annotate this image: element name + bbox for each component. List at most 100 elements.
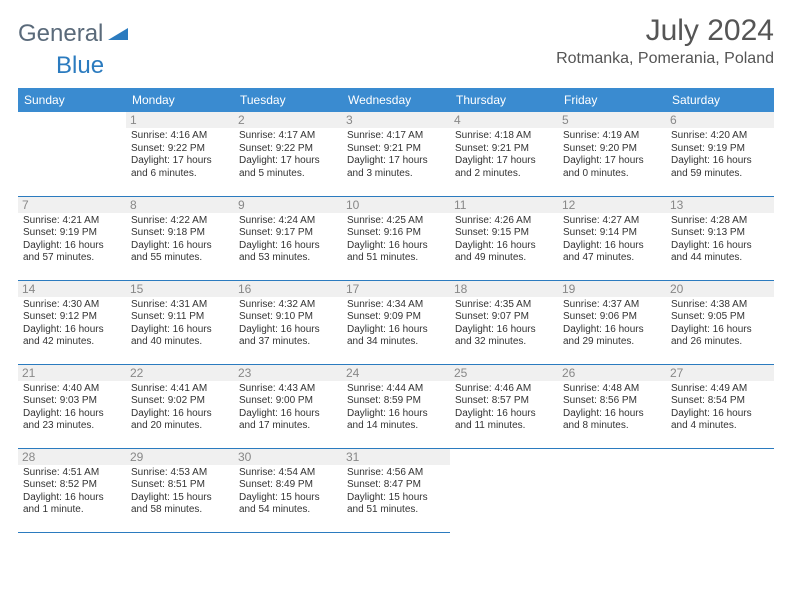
- calendar-cell: 5 Sunrise: 4:19 AMSunset: 9:20 PMDaylight…: [558, 112, 666, 196]
- day-details: Sunrise: 4:48 AMSunset: 8:56 PMDaylight:…: [563, 383, 661, 433]
- calendar-cell: 18Sunrise: 4:35 AMSunset: 9:07 PMDayligh…: [450, 280, 558, 364]
- calendar-cell: 22 Sunrise: 4:41 AMSunset: 9:02 PMDayligh…: [126, 364, 234, 448]
- day-number: 5: [558, 112, 666, 128]
- calendar-cell: 26 Sunrise: 4:48 AMSunset: 8:56 PMDayligh…: [558, 364, 666, 448]
- day-details: Sunrise: 4:38 AMSunset: 9:05 PMDaylight:…: [671, 299, 769, 349]
- month-title: July 2024: [556, 14, 774, 48]
- day-details: Sunrise: 4:28 AMSunset: 9:13 PMDaylight:…: [671, 215, 769, 265]
- calendar-cell: 14 Sunrise: 4:30 AMSunset: 9:12 PMDayligh…: [18, 280, 126, 364]
- day-number: 23: [234, 365, 342, 381]
- day-number: 12: [558, 197, 666, 213]
- calendar-cell: 17 Sunrise: 4:34 AMSunset: 9:09 PMDayligh…: [342, 280, 450, 364]
- day-details: Sunrise: 4:44 AMSunset: 8:59 PMDaylight:…: [347, 383, 445, 433]
- calendar-cell: 27Sunrise: 4:49 AMSunset: 8:54 PMDayligh…: [666, 364, 774, 448]
- calendar-head: SundayMondayTuesdayWednesdayThursdayFrid…: [18, 88, 774, 112]
- brand-word-blue-wrap: Blue: [56, 52, 116, 80]
- brand-word-general: General: [18, 20, 103, 48]
- day-number: 31: [342, 449, 450, 465]
- calendar-row: 7 Sunrise: 4:21 AMSunset: 9:19 PMDaylight…: [18, 196, 774, 280]
- day-number: 17: [342, 281, 450, 297]
- day-details: Sunrise: 4:24 AMSunset: 9:17 PMDaylight:…: [239, 215, 337, 265]
- day-number: 7: [18, 197, 126, 213]
- day-details: Sunrise: 4:43 AMSunset: 9:00 PMDaylight:…: [239, 383, 337, 433]
- day-details: Sunrise: 4:17 AMSunset: 9:22 PMDaylight:…: [239, 130, 337, 180]
- day-details: Sunrise: 4:27 AMSunset: 9:14 PMDaylight:…: [563, 215, 661, 265]
- calendar-cell: 2 Sunrise: 4:17 AMSunset: 9:22 PMDaylight…: [234, 112, 342, 196]
- day-details: Sunrise: 4:56 AMSunset: 8:47 PMDaylight:…: [347, 467, 445, 517]
- day-number: 15: [126, 281, 234, 297]
- calendar-cell: 23 Sunrise: 4:43 AMSunset: 9:00 PMDayligh…: [234, 364, 342, 448]
- calendar-cell: 1 Sunrise: 4:16 AMSunset: 9:22 PMDaylight…: [126, 112, 234, 196]
- calendar-cell: 31 Sunrise: 4:56 AMSunset: 8:47 PMDayligh…: [342, 448, 450, 532]
- day-number: 26: [558, 365, 666, 381]
- day-number: 10: [342, 197, 450, 213]
- calendar-body: 1 Sunrise: 4:16 AMSunset: 9:22 PMDaylight…: [18, 112, 774, 532]
- day-details: Sunrise: 4:40 AMSunset: 9:03 PMDaylight:…: [23, 383, 121, 433]
- day-details: Sunrise: 4:53 AMSunset: 8:51 PMDaylight:…: [131, 467, 229, 517]
- day-details: Sunrise: 4:17 AMSunset: 9:21 PMDaylight:…: [347, 130, 445, 180]
- brand-logo: General: [18, 14, 131, 48]
- day-details: Sunrise: 4:21 AMSunset: 9:19 PMDaylight:…: [23, 215, 121, 265]
- day-number: 25: [450, 365, 558, 381]
- day-details: Sunrise: 4:26 AMSunset: 9:15 PMDaylight:…: [455, 215, 553, 265]
- day-details: Sunrise: 4:31 AMSunset: 9:11 PMDaylight:…: [131, 299, 229, 349]
- calendar-cell: 10 Sunrise: 4:25 AMSunset: 9:16 PMDayligh…: [342, 196, 450, 280]
- day-number: 16: [234, 281, 342, 297]
- day-details: Sunrise: 4:32 AMSunset: 9:10 PMDaylight:…: [239, 299, 337, 349]
- day-number: 2: [234, 112, 342, 128]
- calendar-cell: 7 Sunrise: 4:21 AMSunset: 9:19 PMDaylight…: [18, 196, 126, 280]
- day-details: Sunrise: 4:41 AMSunset: 9:02 PMDaylight:…: [131, 383, 229, 433]
- calendar-cell: 28 Sunrise: 4:51 AMSunset: 8:52 PMDayligh…: [18, 448, 126, 532]
- day-details: Sunrise: 4:54 AMSunset: 8:49 PMDaylight:…: [239, 467, 337, 517]
- day-number: 18: [450, 281, 558, 297]
- calendar-cell: 20Sunrise: 4:38 AMSunset: 9:05 PMDayligh…: [666, 280, 774, 364]
- day-number: 3: [342, 112, 450, 128]
- day-details: Sunrise: 4:18 AMSunset: 9:21 PMDaylight:…: [455, 130, 553, 180]
- weekday-row: SundayMondayTuesdayWednesdayThursdayFrid…: [18, 88, 774, 112]
- day-number: 24: [342, 365, 450, 381]
- calendar-row: 21 Sunrise: 4:40 AMSunset: 9:03 PMDayligh…: [18, 364, 774, 448]
- calendar-cell: 25Sunrise: 4:46 AMSunset: 8:57 PMDayligh…: [450, 364, 558, 448]
- day-details: Sunrise: 4:16 AMSunset: 9:22 PMDaylight:…: [131, 130, 229, 180]
- day-number: 1: [126, 112, 234, 128]
- title-block: July 2024 Rotmanka, Pomerania, Poland: [556, 14, 774, 68]
- weekday-header: Sunday: [18, 88, 126, 112]
- weekday-header: Saturday: [666, 88, 774, 112]
- day-number: 27: [666, 365, 774, 381]
- calendar-cell: 6Sunrise: 4:20 AMSunset: 9:19 PMDaylight…: [666, 112, 774, 196]
- day-number: 28: [18, 449, 126, 465]
- day-number: 4: [450, 112, 558, 128]
- calendar-cell: [450, 448, 558, 532]
- day-number: 30: [234, 449, 342, 465]
- calendar-cell: 3 Sunrise: 4:17 AMSunset: 9:21 PMDaylight…: [342, 112, 450, 196]
- calendar-cell: [18, 112, 126, 196]
- day-details: Sunrise: 4:51 AMSunset: 8:52 PMDaylight:…: [23, 467, 121, 517]
- day-number: 9: [234, 197, 342, 213]
- day-number: 21: [18, 365, 126, 381]
- calendar-cell: 21 Sunrise: 4:40 AMSunset: 9:03 PMDayligh…: [18, 364, 126, 448]
- day-number: 29: [126, 449, 234, 465]
- day-details: Sunrise: 4:30 AMSunset: 9:12 PMDaylight:…: [23, 299, 121, 349]
- day-number: 22: [126, 365, 234, 381]
- weekday-header: Tuesday: [234, 88, 342, 112]
- calendar-cell: 11Sunrise: 4:26 AMSunset: 9:15 PMDayligh…: [450, 196, 558, 280]
- calendar-cell: 19Sunrise: 4:37 AMSunset: 9:06 PMDayligh…: [558, 280, 666, 364]
- day-number: 14: [18, 281, 126, 297]
- calendar-row: 14 Sunrise: 4:30 AMSunset: 9:12 PMDayligh…: [18, 280, 774, 364]
- calendar-cell: 29 Sunrise: 4:53 AMSunset: 8:51 PMDayligh…: [126, 448, 234, 532]
- day-details: Sunrise: 4:25 AMSunset: 9:16 PMDaylight:…: [347, 215, 445, 265]
- calendar-cell: [666, 448, 774, 532]
- weekday-header: Friday: [558, 88, 666, 112]
- day-details: Sunrise: 4:19 AMSunset: 9:20 PMDaylight:…: [563, 130, 661, 180]
- calendar-cell: [558, 448, 666, 532]
- day-details: Sunrise: 4:34 AMSunset: 9:09 PMDaylight:…: [347, 299, 445, 349]
- calendar-cell: 30 Sunrise: 4:54 AMSunset: 8:49 PMDayligh…: [234, 448, 342, 532]
- day-number: 8: [126, 197, 234, 213]
- calendar-row: 28 Sunrise: 4:51 AMSunset: 8:52 PMDayligh…: [18, 448, 774, 532]
- brand-word-blue: Blue: [56, 52, 104, 79]
- page-header: General July 2024 Rotmanka, Pomerania, P…: [18, 14, 774, 68]
- day-number: 13: [666, 197, 774, 213]
- day-number: 19: [558, 281, 666, 297]
- calendar-cell: 15 Sunrise: 4:31 AMSunset: 9:11 PMDayligh…: [126, 280, 234, 364]
- calendar-cell: 24 Sunrise: 4:44 AMSunset: 8:59 PMDayligh…: [342, 364, 450, 448]
